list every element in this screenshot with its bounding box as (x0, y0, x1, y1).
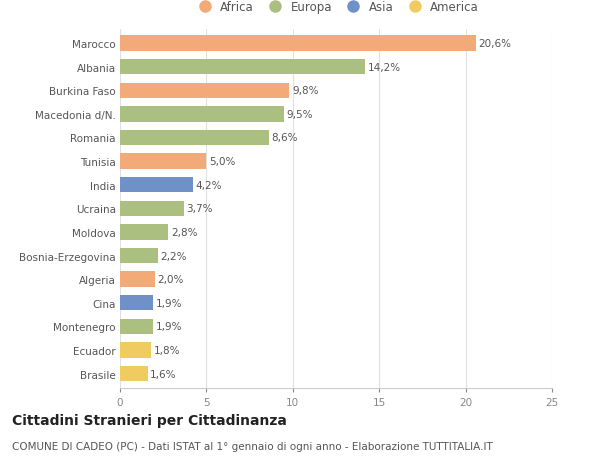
Bar (120, 154, 206, 169)
Text: 2,0%: 2,0% (157, 274, 184, 285)
Legend: Africa, Europa, Asia, America: Africa, Europa, Asia, America (191, 0, 481, 17)
Text: 1,8%: 1,8% (154, 345, 180, 355)
Text: 9,5%: 9,5% (287, 110, 313, 120)
Bar (120, 130, 269, 146)
Text: 14,2%: 14,2% (368, 62, 401, 73)
Text: 3,7%: 3,7% (187, 204, 213, 214)
Text: 4,2%: 4,2% (195, 180, 221, 190)
Text: 5,0%: 5,0% (209, 157, 235, 167)
Bar (120, 107, 284, 122)
Bar (120, 319, 153, 334)
Text: COMUNE DI CADEO (PC) - Dati ISTAT al 1° gennaio di ogni anno - Elaborazione TUTT: COMUNE DI CADEO (PC) - Dati ISTAT al 1° … (12, 441, 493, 451)
Bar (120, 178, 193, 193)
Text: 2,8%: 2,8% (171, 227, 197, 237)
Text: 20,6%: 20,6% (479, 39, 512, 49)
Text: 2,2%: 2,2% (161, 251, 187, 261)
Text: 1,9%: 1,9% (155, 322, 182, 331)
Text: 8,6%: 8,6% (271, 133, 298, 143)
Bar (120, 342, 151, 358)
Bar (120, 84, 289, 99)
Bar (120, 296, 153, 311)
Bar (120, 366, 148, 381)
Bar (120, 225, 169, 240)
Text: 1,6%: 1,6% (150, 369, 177, 379)
Bar (120, 201, 184, 217)
Bar (120, 60, 365, 75)
Bar (120, 248, 158, 263)
Text: 9,8%: 9,8% (292, 86, 319, 96)
Text: Cittadini Stranieri per Cittadinanza: Cittadini Stranieri per Cittadinanza (12, 413, 287, 427)
Text: 1,9%: 1,9% (155, 298, 182, 308)
Bar (120, 36, 476, 51)
Bar (120, 272, 155, 287)
